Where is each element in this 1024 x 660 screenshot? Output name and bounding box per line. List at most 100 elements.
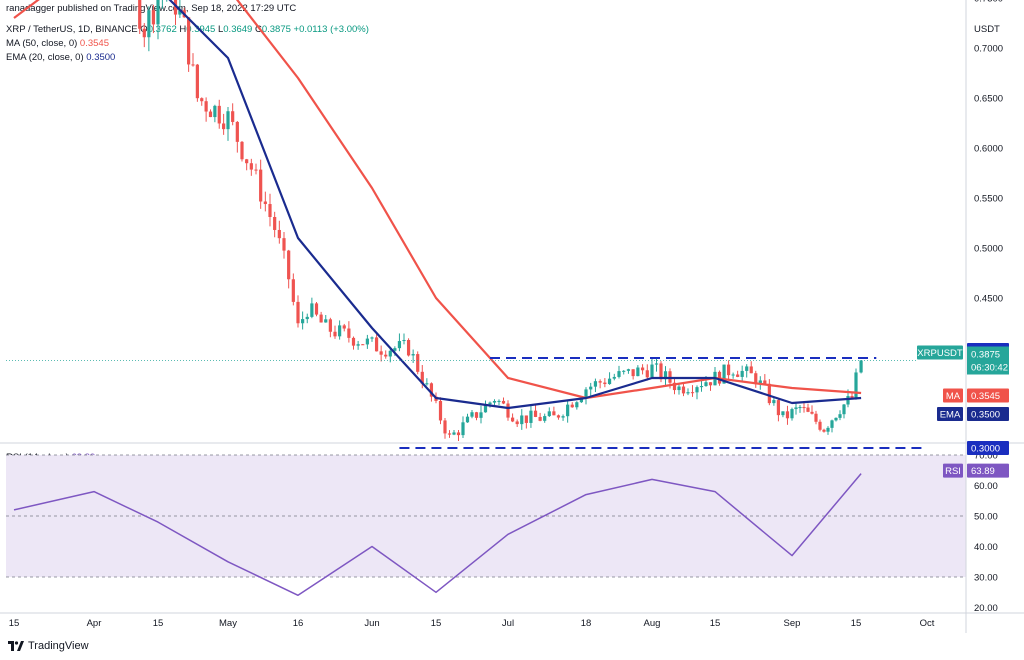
candle-body xyxy=(235,121,239,142)
price-tick-label: 0.5500 xyxy=(974,194,1003,205)
candle-body xyxy=(314,303,319,315)
time-tick-label: 16 xyxy=(293,618,304,629)
ema-price-tag-bg xyxy=(967,407,1009,421)
candle-body xyxy=(767,383,771,404)
last-price-tag: 0.3875 06:30:42 xyxy=(967,346,1009,375)
candle-body xyxy=(626,369,631,371)
time-tick-label: Jun xyxy=(364,618,379,629)
candle-body xyxy=(402,339,406,342)
candle-body xyxy=(556,415,561,418)
candle-body xyxy=(830,420,834,428)
candle-body xyxy=(654,363,659,365)
candle-body xyxy=(686,392,690,394)
ohlc-open: 0.3762 xyxy=(147,24,177,35)
legend-ma-row: MA (50, close, 0) 0.3545 xyxy=(6,38,109,49)
candle-body xyxy=(699,386,704,388)
candle-body xyxy=(347,328,351,338)
candle-body xyxy=(806,407,810,412)
candle-body xyxy=(483,404,488,413)
candle-body xyxy=(533,410,538,417)
candle-body xyxy=(704,382,708,387)
publisher-line: ranadagger published on TradingView.com,… xyxy=(6,3,297,14)
support-price-tag-bg xyxy=(967,441,1009,455)
candle-body xyxy=(589,386,593,390)
ema-price-tag-text: 0.3500 xyxy=(971,410,1000,421)
rsi-name-tag-bg xyxy=(943,463,963,478)
candle-body xyxy=(328,319,332,332)
candle-body xyxy=(772,400,776,404)
candle-body xyxy=(147,10,151,38)
price-tick-label: 0.7000 xyxy=(974,44,1003,55)
candle-body xyxy=(745,366,749,371)
candle-body xyxy=(846,396,850,405)
time-tick-label: 15 xyxy=(153,618,164,629)
time-tick-label: Aug xyxy=(644,618,661,629)
candle-body xyxy=(538,416,542,421)
candle-body xyxy=(213,105,217,118)
legend-ema-row: EMA (20, close, 0) 0.3500 xyxy=(6,52,115,63)
candle-body xyxy=(681,386,686,394)
ma-name-tag-text: MA xyxy=(946,391,961,402)
candle-body xyxy=(411,354,415,356)
candle-body xyxy=(338,325,342,337)
candle-body xyxy=(384,354,388,357)
candle-body xyxy=(736,374,740,377)
candle-body xyxy=(324,319,328,323)
symbol-tag: XRPUSDT xyxy=(917,345,963,360)
ohlc-close: 0.3875 xyxy=(261,24,291,35)
candle-body xyxy=(416,354,420,372)
candle-body xyxy=(506,403,510,418)
candle-body xyxy=(222,123,226,130)
candle-body xyxy=(781,411,785,416)
price-tick-label: 0.7500 xyxy=(974,0,1003,5)
ma-price-tag-text: 0.3545 xyxy=(971,391,1000,402)
time-tick-label: 15 xyxy=(9,618,20,629)
candle-body xyxy=(365,338,369,345)
candle-body xyxy=(465,416,470,423)
candle-body xyxy=(187,17,191,65)
tradingview-brand[interactable]: TradingView xyxy=(8,640,89,652)
candle-body xyxy=(356,344,360,346)
candle-body xyxy=(388,350,392,357)
candle-body xyxy=(524,415,528,423)
candle-body xyxy=(510,417,515,422)
candle-body xyxy=(142,28,146,38)
rsi-price-tag-text: 63.89 xyxy=(971,466,995,477)
candle-body xyxy=(374,337,379,352)
candle-body xyxy=(479,412,483,418)
candle-body xyxy=(575,402,579,408)
candle-body xyxy=(763,380,767,384)
candle-body xyxy=(695,387,699,393)
candle-body xyxy=(547,411,551,417)
candle-body xyxy=(456,432,461,436)
brand-label: TradingView xyxy=(28,640,89,652)
candle-body xyxy=(659,363,663,380)
candle-body xyxy=(501,400,506,404)
candle-body xyxy=(296,301,300,324)
candle-body xyxy=(552,411,556,416)
candle-body xyxy=(429,383,434,397)
candle-body xyxy=(838,414,842,418)
candle-body xyxy=(138,0,142,29)
candle-body xyxy=(497,400,501,402)
last-price-bg xyxy=(967,346,1009,375)
candle-body xyxy=(515,421,519,425)
symbol-tag-text: XRPUSDT xyxy=(917,348,963,359)
candle-body xyxy=(305,316,309,320)
bar-countdown: 06:30:42 xyxy=(971,363,1008,374)
candle-body xyxy=(749,366,753,374)
candle-body xyxy=(754,373,758,385)
candle-body xyxy=(492,401,497,403)
price-tick-label: 0.5000 xyxy=(974,244,1003,255)
candle-body xyxy=(794,407,798,410)
ema-line xyxy=(168,0,862,410)
rsi-line xyxy=(13,473,862,597)
candle-body xyxy=(361,344,365,346)
candle-body xyxy=(640,367,645,371)
candle-body xyxy=(776,400,781,416)
candle-body xyxy=(726,364,731,376)
candle-body xyxy=(474,412,479,418)
candle-body xyxy=(570,404,574,408)
candle-body xyxy=(834,417,838,421)
